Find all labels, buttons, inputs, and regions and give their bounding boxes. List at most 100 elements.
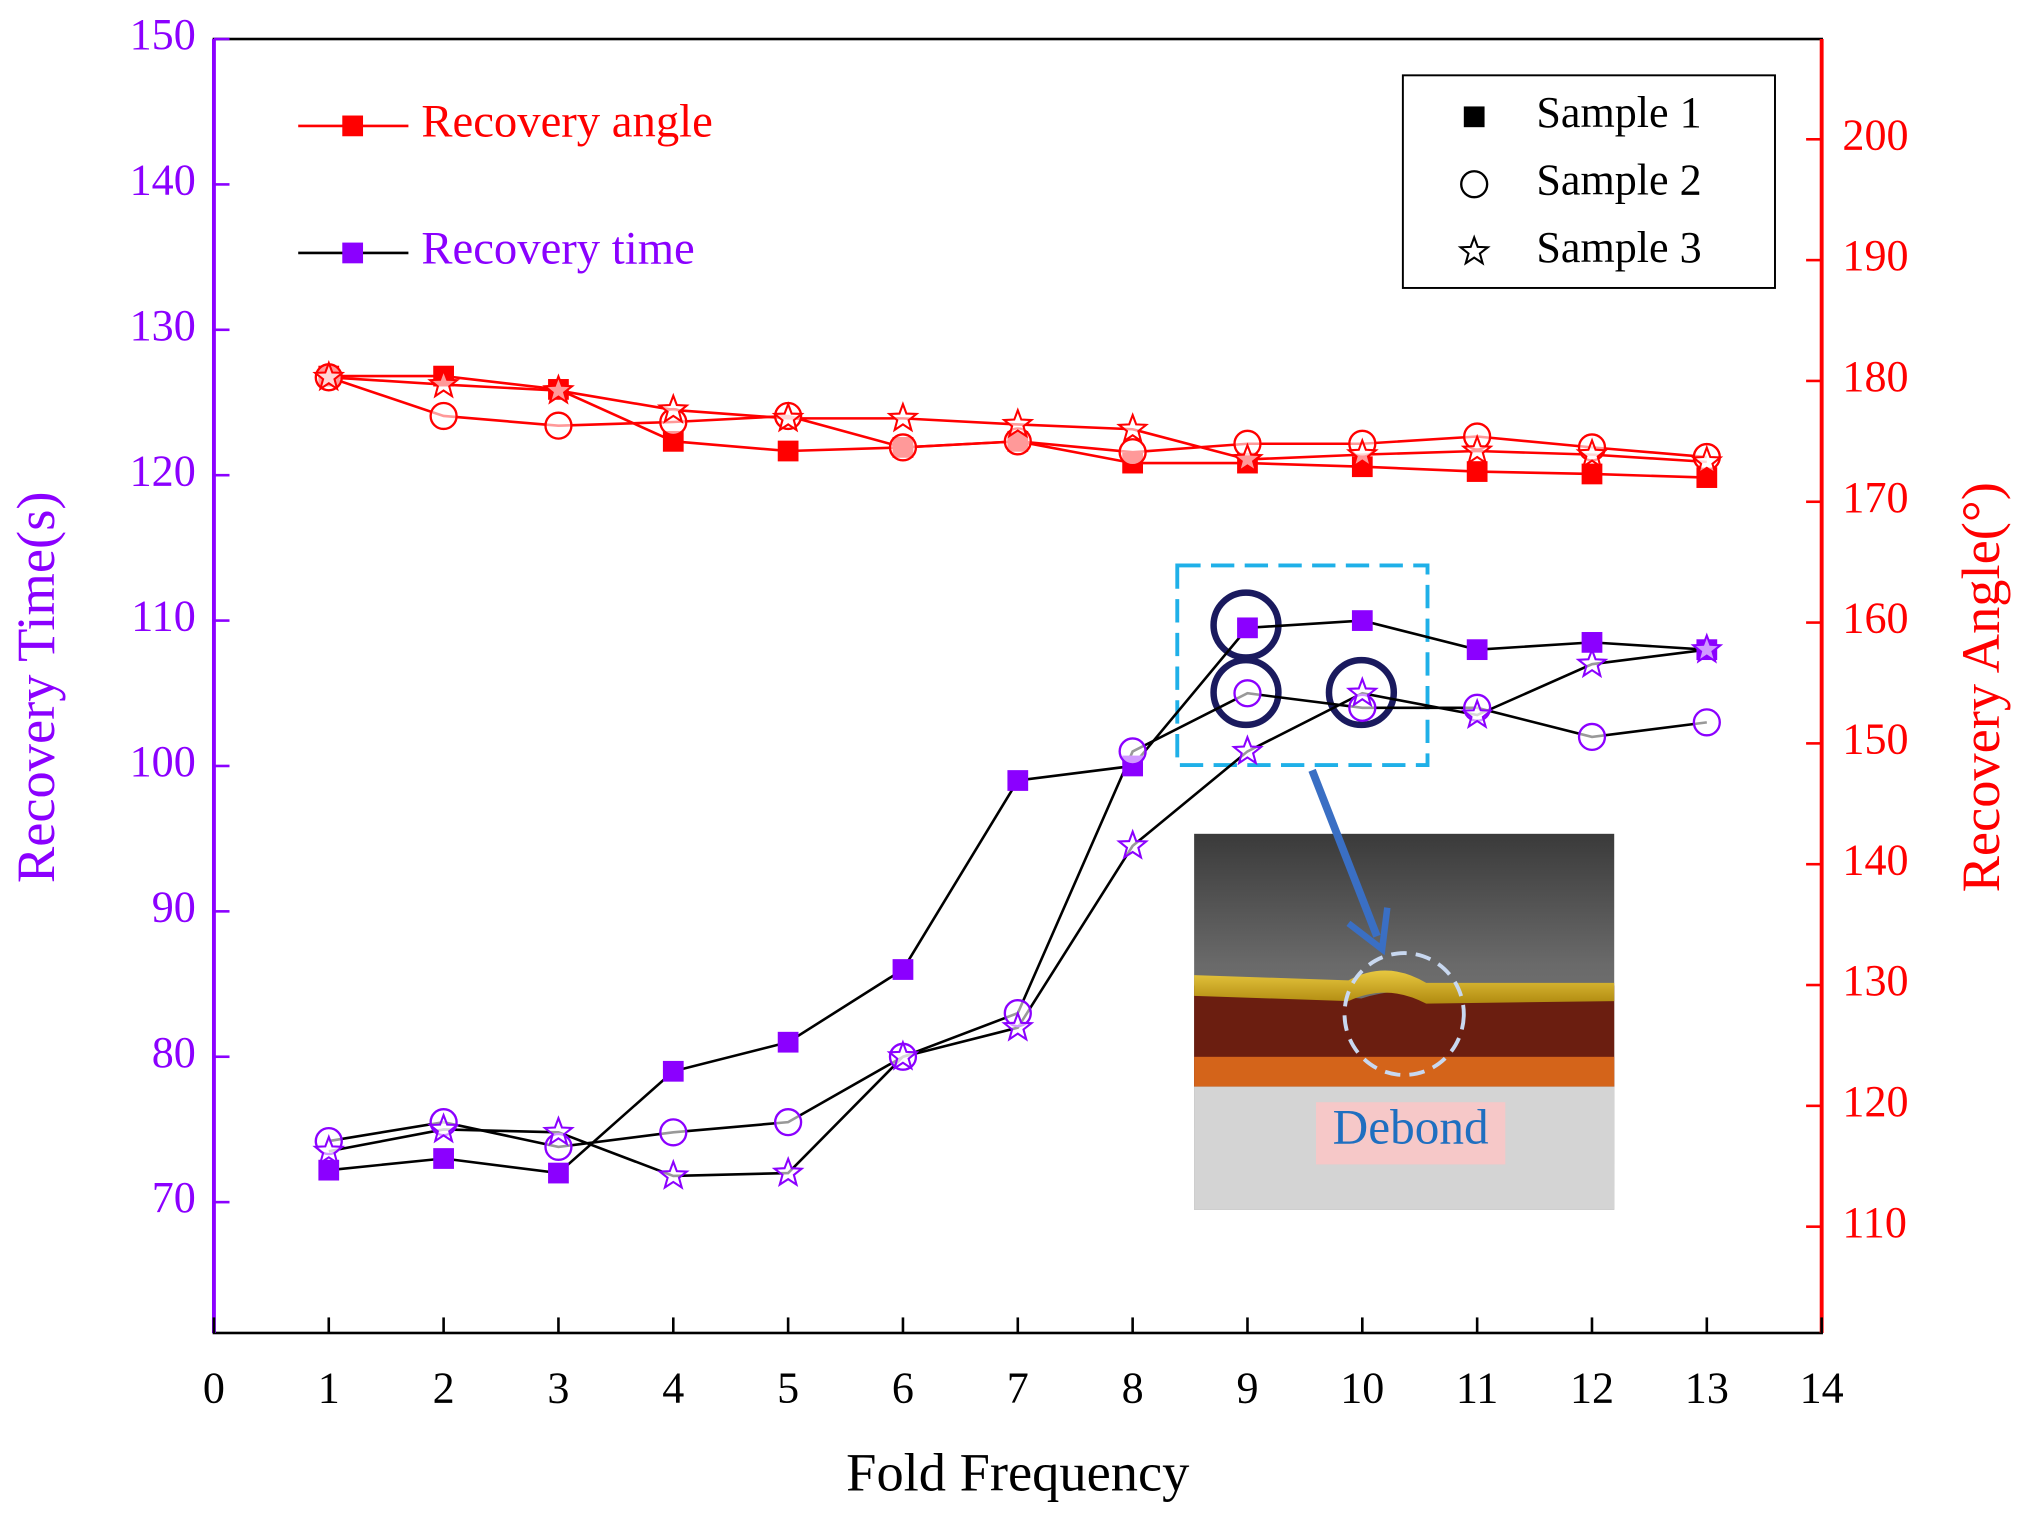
y-tick-label: 90 xyxy=(152,882,196,931)
arrow xyxy=(1308,768,1381,938)
x-tick-label: 8 xyxy=(1122,1364,1144,1413)
legend-label: Sample 2 xyxy=(1536,155,1701,204)
star-marker xyxy=(542,373,575,405)
circle-marker xyxy=(544,411,573,440)
star-marker xyxy=(656,1158,690,1190)
circle-marker xyxy=(659,1118,688,1147)
star-marker xyxy=(1460,697,1494,729)
star-marker xyxy=(1690,632,1724,664)
y-tick-label: 150 xyxy=(130,10,196,59)
square-marker xyxy=(1351,610,1373,631)
square-marker xyxy=(662,430,684,452)
circle-marker xyxy=(1118,737,1147,766)
square-marker xyxy=(1237,617,1258,639)
y2-tick-label: 130 xyxy=(1842,956,1908,1005)
circle-marker xyxy=(773,1108,803,1137)
square-marker xyxy=(433,1148,454,1169)
inset-photo xyxy=(1194,833,1615,1210)
x-tick-label: 14 xyxy=(1800,1364,1844,1413)
x-tick-label: 13 xyxy=(1685,1364,1729,1413)
star-marker xyxy=(312,1133,346,1166)
star-marker xyxy=(1457,234,1491,266)
y2-tick-label: 110 xyxy=(1842,1198,1906,1247)
y2-tick-label: 200 xyxy=(1842,110,1908,159)
square-marker xyxy=(548,1162,569,1184)
star-marker xyxy=(1575,437,1609,469)
square-marker xyxy=(1466,639,1488,661)
star-marker xyxy=(771,401,805,433)
square-marker xyxy=(1007,770,1029,791)
y-tick-label: 130 xyxy=(130,301,196,350)
circle-marker xyxy=(1460,170,1489,199)
square-marker xyxy=(1581,632,1603,653)
y2-tick-label: 190 xyxy=(1842,231,1908,280)
y2-tick-label: 170 xyxy=(1842,473,1908,522)
y2-tick-label: 120 xyxy=(1842,1077,1908,1126)
star-marker xyxy=(1345,676,1379,708)
legend-label: Sample 1 xyxy=(1536,88,1701,137)
x-tick-label: 4 xyxy=(662,1364,684,1413)
star-marker xyxy=(1001,407,1035,439)
star-marker xyxy=(427,367,461,399)
circle-marker xyxy=(1118,438,1147,467)
square-marker xyxy=(777,1031,799,1053)
x-tick-label: 2 xyxy=(433,1364,455,1413)
highlight-circles xyxy=(1210,589,1398,729)
circle-marker xyxy=(888,433,918,462)
square-marker xyxy=(1466,461,1488,482)
square-marker xyxy=(1581,463,1603,485)
star-marker xyxy=(1346,437,1379,469)
x-tick-label: 0 xyxy=(203,1364,225,1413)
legend-marker xyxy=(342,242,364,264)
y-axis-label: Recovery Time(s) xyxy=(5,491,66,883)
square-marker xyxy=(318,1159,340,1181)
x-tick-label: 7 xyxy=(1007,1364,1029,1413)
y2-tick-label: 150 xyxy=(1842,715,1908,764)
legend-label: Recovery time xyxy=(421,223,694,275)
star-marker xyxy=(656,392,690,424)
legend-label: Recovery angle xyxy=(421,96,712,148)
highlight-box xyxy=(1175,563,1430,768)
x-tick-label: 6 xyxy=(892,1364,914,1413)
y2-tick-label: 140 xyxy=(1842,835,1908,884)
y-tick-label: 100 xyxy=(130,737,196,786)
star-marker xyxy=(542,1115,575,1147)
square-marker xyxy=(777,440,799,462)
star-marker xyxy=(771,1155,805,1188)
x-tick-label: 5 xyxy=(777,1364,799,1413)
y-tick-label: 140 xyxy=(130,156,196,205)
circle-marker xyxy=(1577,722,1607,752)
y-tick-label: 80 xyxy=(152,1028,196,1077)
star-marker xyxy=(1460,433,1494,466)
circle-marker xyxy=(1233,679,1262,708)
star-marker xyxy=(1231,734,1264,766)
circle-marker xyxy=(1003,427,1032,456)
star-marker xyxy=(886,401,920,433)
square-marker xyxy=(1463,106,1485,128)
legend-label: Sample 3 xyxy=(1536,223,1701,272)
x-tick-label: 10 xyxy=(1340,1364,1384,1413)
y2-axis-label: Recovery Angle(°) xyxy=(1950,482,2011,892)
square-marker xyxy=(892,959,914,980)
star-marker xyxy=(1001,1010,1035,1042)
y-tick-label: 110 xyxy=(131,592,195,641)
y2-tick-label: 160 xyxy=(1842,594,1908,643)
y-tick-label: 120 xyxy=(130,446,196,495)
arrow-head xyxy=(1346,907,1391,956)
y-tick-label: 70 xyxy=(152,1173,196,1222)
star-marker xyxy=(1690,444,1724,476)
star-marker xyxy=(427,1112,461,1144)
x-tick-label: 9 xyxy=(1236,1364,1258,1413)
star-marker xyxy=(312,360,346,392)
x-tick-label: 1 xyxy=(318,1364,340,1413)
star-marker xyxy=(1116,828,1149,860)
legend-marker xyxy=(342,115,364,137)
x-axis-label: Fold Frequency xyxy=(846,1442,1189,1503)
square-marker xyxy=(662,1060,684,1082)
circle-marker xyxy=(1692,708,1721,737)
x-tick-label: 12 xyxy=(1570,1364,1614,1413)
star-marker xyxy=(1231,442,1264,474)
y2-tick-label: 180 xyxy=(1842,352,1908,401)
